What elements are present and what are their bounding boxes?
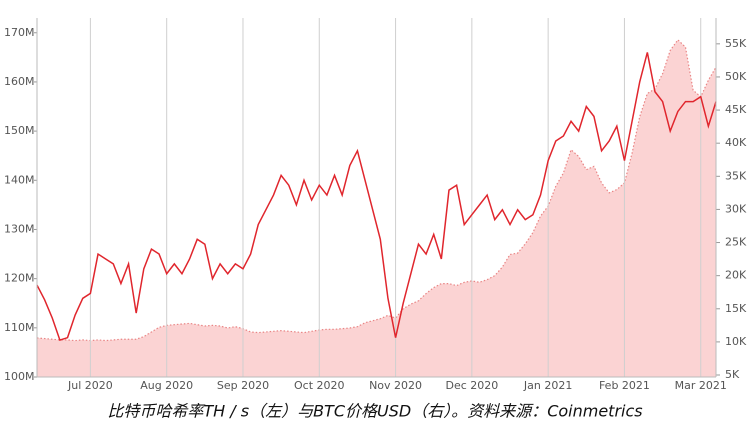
- x-tick-label: Nov 2020: [369, 379, 422, 392]
- price-line: [36, 38, 717, 342]
- y2-tick-label: 5K: [725, 368, 740, 381]
- x-tick-label: Oct 2020: [294, 379, 345, 392]
- y-tick-label: 130M: [4, 222, 35, 235]
- y2-tick-label: 35K: [725, 169, 747, 182]
- x-tick-label: Sep 2020: [217, 379, 269, 392]
- hashrate-line: [36, 52, 717, 342]
- x-tick-label: Dec 2020: [445, 379, 498, 392]
- y2-tick-label: 15K: [725, 302, 747, 315]
- y2-tick-label: 55K: [725, 37, 747, 50]
- y2-tick-label: 50K: [725, 70, 747, 83]
- x-tick-label: Mar 2021: [675, 379, 727, 392]
- y-tick-label: 120M: [4, 272, 35, 285]
- y2-tick-label: 25K: [725, 236, 747, 249]
- area-layer: [36, 38, 717, 377]
- y2-tick-label: 40K: [725, 136, 747, 149]
- y2-tick-label: 10K: [725, 335, 747, 348]
- price-area: [37, 39, 716, 377]
- y-tick-label: 150M: [4, 124, 35, 137]
- y-tick-label: 170M: [4, 26, 35, 39]
- line-layer: [36, 52, 717, 342]
- y2-tick-label: 30K: [725, 202, 747, 215]
- chart-caption: 比特币哈希率TH / s（左）与BTC价格USD（右）。资料来源：Coinmet…: [107, 402, 642, 421]
- y-tick-label: 100M: [4, 370, 35, 383]
- y-tick-label: 110M: [4, 321, 35, 334]
- x-tick-label: Aug 2020: [140, 379, 193, 392]
- y2-tick-label: 45K: [725, 103, 747, 116]
- x-tick-label: Feb 2021: [599, 379, 650, 392]
- y-tick-label: 140M: [4, 173, 35, 186]
- x-tick-label: Jan 2021: [523, 379, 572, 392]
- x-tick-label: Jul 2020: [67, 379, 113, 392]
- y-tick-label: 160M: [4, 75, 35, 88]
- grid-layer: [89, 18, 702, 377]
- y2-tick-label: 20K: [725, 269, 747, 282]
